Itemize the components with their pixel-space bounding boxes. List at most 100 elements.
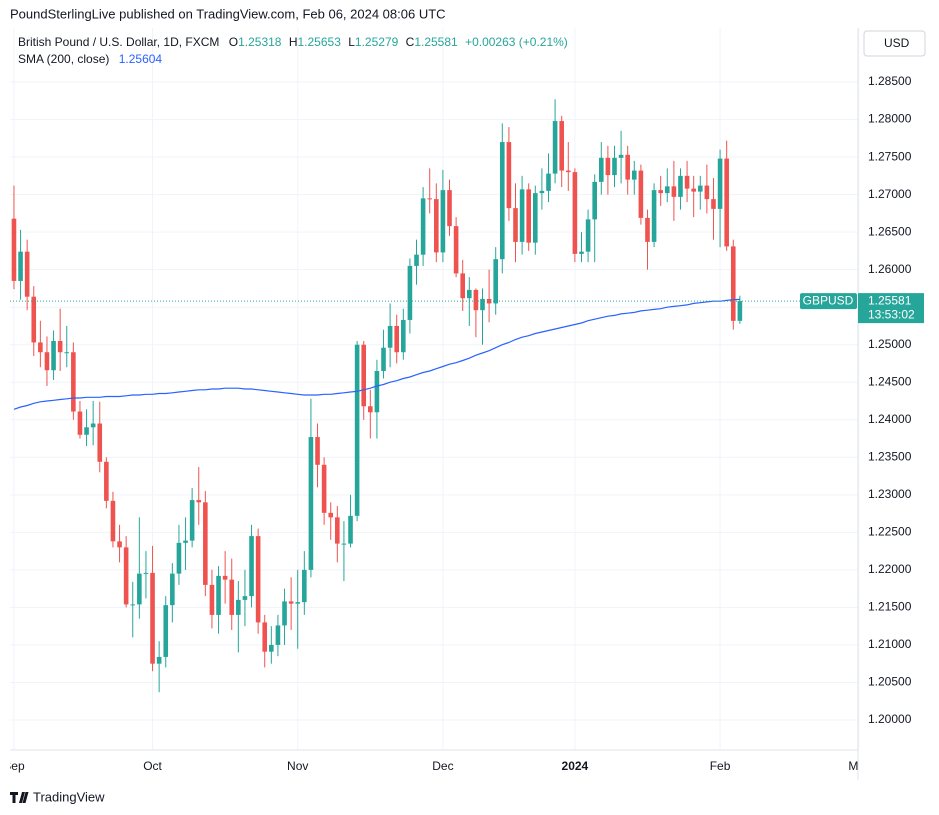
candle-body bbox=[110, 500, 116, 542]
candle-body bbox=[717, 158, 723, 209]
candle-body bbox=[44, 352, 50, 371]
grid bbox=[10, 28, 860, 750]
x-tick-label: Mar bbox=[848, 759, 869, 773]
candle-body bbox=[407, 265, 413, 320]
candle-body bbox=[579, 251, 584, 254]
candle-body bbox=[704, 185, 710, 200]
candle-body bbox=[552, 121, 558, 174]
candle-body bbox=[598, 157, 604, 182]
candle-body bbox=[678, 175, 683, 197]
candle-body bbox=[249, 536, 254, 597]
y-tick-label: 1.27500 bbox=[868, 149, 912, 163]
price-tag bbox=[858, 293, 924, 324]
candle-body bbox=[90, 423, 96, 428]
candle-body bbox=[156, 656, 162, 664]
candle-body bbox=[532, 193, 538, 243]
countdown-label: 13:53:02 bbox=[868, 307, 915, 321]
ohlc-value: 1.25318 bbox=[238, 35, 282, 49]
y-tick-label: 1.23000 bbox=[868, 487, 912, 501]
candle-body bbox=[143, 572, 149, 574]
plot: Sep Oct Nov Dec 2024 Feb Mar bbox=[10, 99, 869, 773]
candle-body bbox=[645, 217, 650, 242]
x-tick-label: Feb bbox=[710, 759, 731, 773]
candle-body bbox=[434, 199, 439, 253]
candle-body bbox=[658, 190, 663, 194]
candle-body bbox=[440, 190, 446, 253]
footer-logo: TradingView bbox=[10, 789, 105, 804]
ohlc-label: L bbox=[348, 35, 355, 49]
ohlc-value: 1.25581 bbox=[414, 35, 458, 49]
candle-body bbox=[526, 189, 531, 243]
candle-body bbox=[11, 218, 17, 281]
candle-body bbox=[651, 190, 657, 242]
candle-body bbox=[183, 540, 188, 543]
candle-body bbox=[368, 406, 373, 413]
candle-body bbox=[585, 219, 591, 252]
candle-body bbox=[414, 254, 419, 266]
y-tick-label: 1.22500 bbox=[868, 525, 912, 539]
candle-body bbox=[506, 142, 512, 209]
candle-body bbox=[137, 573, 142, 605]
candle-body bbox=[328, 512, 334, 518]
candle-body bbox=[427, 198, 433, 200]
currency[interactable]: USD bbox=[884, 36, 910, 50]
candle-body bbox=[275, 625, 281, 645]
candle-body bbox=[288, 601, 294, 604]
y-tick-label: 1.28000 bbox=[868, 112, 912, 126]
candle-body bbox=[64, 352, 70, 354]
candle-body bbox=[170, 573, 175, 606]
candle-body bbox=[559, 121, 564, 171]
candle-body bbox=[302, 569, 307, 603]
price-label: 1.25581 bbox=[868, 293, 912, 307]
y-tick-label: 1.24500 bbox=[868, 374, 912, 388]
candle-body bbox=[684, 175, 690, 189]
ohlc-label: O bbox=[229, 35, 238, 49]
candle-body bbox=[295, 602, 301, 604]
y-tick-label: 1.21500 bbox=[868, 600, 912, 614]
ohlc-value: 1.25279 bbox=[355, 35, 399, 49]
candle-body bbox=[467, 289, 472, 299]
candle-body bbox=[631, 170, 637, 180]
candle-body bbox=[321, 464, 327, 513]
candle-body bbox=[565, 170, 571, 173]
candle-body bbox=[546, 173, 551, 191]
currency-button[interactable] bbox=[863, 30, 926, 57]
candle-body bbox=[737, 301, 743, 321]
candle-body bbox=[361, 344, 367, 407]
sma-name: SMA (200, close) bbox=[18, 52, 109, 66]
candle-body bbox=[348, 515, 353, 544]
candle-body bbox=[572, 172, 578, 254]
y-tick-label: 1.20500 bbox=[868, 675, 912, 689]
candle-body bbox=[255, 536, 261, 623]
candle-body bbox=[519, 189, 525, 242]
candle-body bbox=[711, 199, 716, 209]
candle-body bbox=[308, 437, 314, 570]
candle-body bbox=[374, 370, 380, 413]
candle-body bbox=[71, 352, 76, 412]
x-tick-label: 2024 bbox=[562, 759, 589, 773]
candle-body bbox=[420, 198, 426, 255]
candle-body bbox=[493, 259, 499, 304]
x-tick-label: Dec bbox=[432, 759, 453, 773]
candle-body bbox=[335, 517, 340, 544]
candle-body bbox=[730, 246, 736, 321]
candle-body bbox=[130, 604, 136, 606]
candle-body bbox=[691, 188, 696, 192]
candle-body bbox=[104, 461, 109, 501]
candle-body bbox=[387, 325, 393, 348]
candle-body bbox=[697, 185, 703, 192]
candle-body bbox=[150, 572, 155, 664]
ohlc-label: C bbox=[406, 35, 415, 49]
sma-line bbox=[13, 298, 740, 410]
candle-body bbox=[539, 190, 545, 194]
candle-body bbox=[269, 644, 274, 652]
candle-body bbox=[163, 605, 169, 657]
candle-body bbox=[513, 208, 518, 242]
candle-body bbox=[77, 411, 83, 435]
candle-body bbox=[97, 423, 103, 462]
candle-body bbox=[453, 226, 459, 274]
candle-body bbox=[724, 158, 729, 247]
candle-body bbox=[592, 181, 597, 220]
y-tick-label: 1.28500 bbox=[868, 74, 912, 88]
